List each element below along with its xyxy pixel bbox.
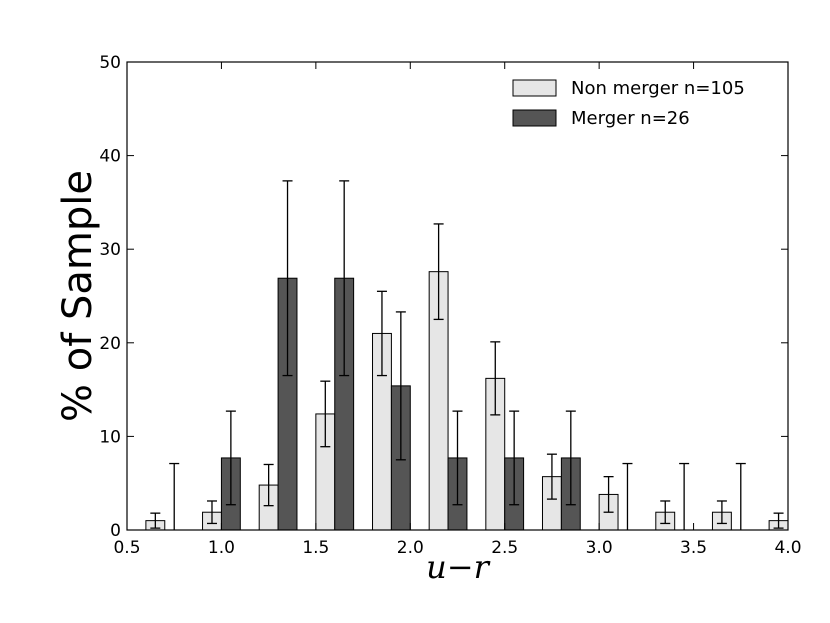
y-tick-label-0: 0 — [110, 521, 121, 541]
errorbars-layer — [150, 180, 784, 530]
bars-layer — [145, 271, 789, 531]
y-tick-label-4: 40 — [99, 147, 121, 167]
y-tick-label-2: 20 — [99, 334, 121, 354]
y-axis-ticks: 0 10 20 30 40 50 — [99, 53, 788, 541]
x-tick-label-2: 1.5 — [302, 538, 329, 558]
legend-label-1: Merger n=26 — [571, 108, 690, 129]
x-axis-label: u−r — [426, 548, 490, 586]
y-tick-label-5: 50 — [99, 53, 121, 73]
x-tick-label-5: 3.0 — [586, 538, 613, 558]
y-tick-label-3: 30 — [99, 240, 121, 260]
x-tick-label-0: 0.5 — [113, 538, 140, 558]
x-tick-label-1: 1.0 — [208, 538, 235, 558]
x-tick-label-6: 3.5 — [680, 538, 707, 558]
legend-swatch-1 — [512, 109, 557, 127]
legend-swatch-0 — [512, 79, 557, 97]
y-tick-label-1: 10 — [99, 427, 121, 447]
x-axis-ticks: 0.5 1.0 1.5 2.0 2.5 3.0 3.5 4.0 — [113, 62, 802, 558]
y-axis-label: % of Sample — [55, 170, 101, 422]
legend-label-0: Non merger n=105 — [571, 78, 745, 99]
x-tick-label-4: 2.5 — [491, 538, 518, 558]
x-tick-label-7: 4.0 — [774, 538, 801, 558]
legend: Non merger n=105 Merger n=26 — [512, 78, 745, 129]
x-tick-label-3: 2.0 — [397, 538, 424, 558]
plot-frame — [126, 61, 789, 531]
